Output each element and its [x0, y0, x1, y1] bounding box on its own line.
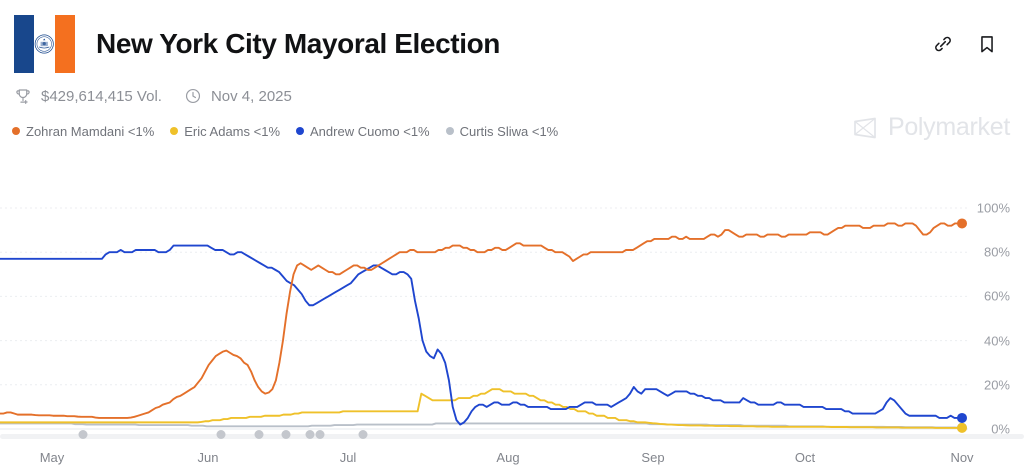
legend-label-mamdani: Zohran Mamdani <1%: [26, 123, 155, 139]
chart-plot-area[interactable]: [0, 186, 1024, 436]
series-line-andrew-cuomo: [0, 244, 963, 426]
legend-label-sliwa: Curtis Sliwa <1%: [459, 123, 559, 139]
event-marker[interactable]: [315, 430, 325, 439]
header-actions: [932, 33, 1004, 55]
legend-label-cuomo: Andrew Cuomo <1%: [310, 123, 430, 139]
series-line-zohran-mamdani: [0, 222, 963, 419]
polymarket-watermark: Polymarket: [852, 113, 1010, 142]
chart-svg: [0, 207, 968, 433]
flag-band-white: [34, 15, 55, 73]
legend-dot-mamdani: [12, 127, 20, 135]
x-axis[interactable]: May Jun Jul Aug Sep Oct Nov: [0, 430, 1024, 471]
x-tick-aug: Aug: [496, 450, 520, 465]
timeline-scrubber[interactable]: [0, 434, 1024, 439]
flag-band-orange: [54, 15, 76, 73]
volume-meta: $429,614,415 Vol.: [14, 87, 162, 105]
date-text: Nov 4, 2025: [210, 87, 292, 105]
clock-icon: [185, 88, 201, 104]
legend-dot-sliwa: [445, 127, 454, 135]
price-chart[interactable]: 0% 20% 40% 60% 80% 100% May Jun Jul Aug Sep Oct Nov: [0, 186, 1024, 471]
x-tick-jul: Jul: [339, 450, 357, 465]
event-marker[interactable]: [358, 430, 368, 439]
endpoint-dot-eric-adams: [957, 422, 967, 433]
x-tick-oct: Oct: [794, 450, 816, 465]
series-line-eric-adams: [0, 388, 963, 429]
legend-item-cuomo[interactable]: Andrew Cuomo <1%: [296, 124, 430, 139]
market-meta: $429,614,415 Vol. Nov 4, 2025: [0, 70, 1024, 110]
nyc-seal-icon: [35, 34, 55, 54]
chart-legend: Zohran Mamdani <1% Eric Adams <1% Andrew…: [0, 110, 1024, 143]
watermark-text: Polymarket: [887, 113, 1010, 141]
page-title: New York City Mayoral Election: [96, 28, 500, 59]
x-tick-may: May: [39, 450, 65, 465]
polymarket-logo-icon: [854, 117, 876, 138]
trophy-icon: [16, 89, 30, 104]
copy-link-icon[interactable]: [932, 33, 954, 55]
legend-item-mamdani[interactable]: Zohran Mamdani <1%: [12, 124, 154, 139]
event-marker[interactable]: [281, 430, 291, 439]
legend-item-sliwa[interactable]: Curtis Sliwa <1%: [445, 123, 559, 139]
x-tick-nov: Nov: [950, 450, 974, 465]
x-tick-jun: Jun: [197, 450, 219, 465]
event-marker[interactable]: [216, 430, 226, 439]
volume-text: $429,614,415 Vol.: [41, 87, 162, 105]
endpoint-dot-andrew-cuomo: [957, 412, 967, 423]
event-marker[interactable]: [254, 430, 264, 439]
x-tick-sep: Sep: [641, 450, 665, 465]
endpoint-dot-zohran-mamdani: [957, 218, 967, 229]
bookmark-icon[interactable]: [976, 33, 998, 55]
event-marker[interactable]: [78, 430, 88, 439]
event-marker[interactable]: [305, 430, 315, 439]
nyc-flag-icon: [14, 15, 76, 73]
legend-item-adams[interactable]: Eric Adams <1%: [170, 124, 280, 139]
legend-dot-cuomo: [296, 127, 305, 135]
legend-label-adams: Eric Adams <1%: [184, 123, 281, 139]
date-meta: Nov 4, 2025: [184, 87, 292, 105]
legend-dot-adams: [170, 127, 179, 135]
page-header: New York City Mayoral Election: [0, 0, 1024, 73]
flag-band-blue: [14, 15, 35, 73]
